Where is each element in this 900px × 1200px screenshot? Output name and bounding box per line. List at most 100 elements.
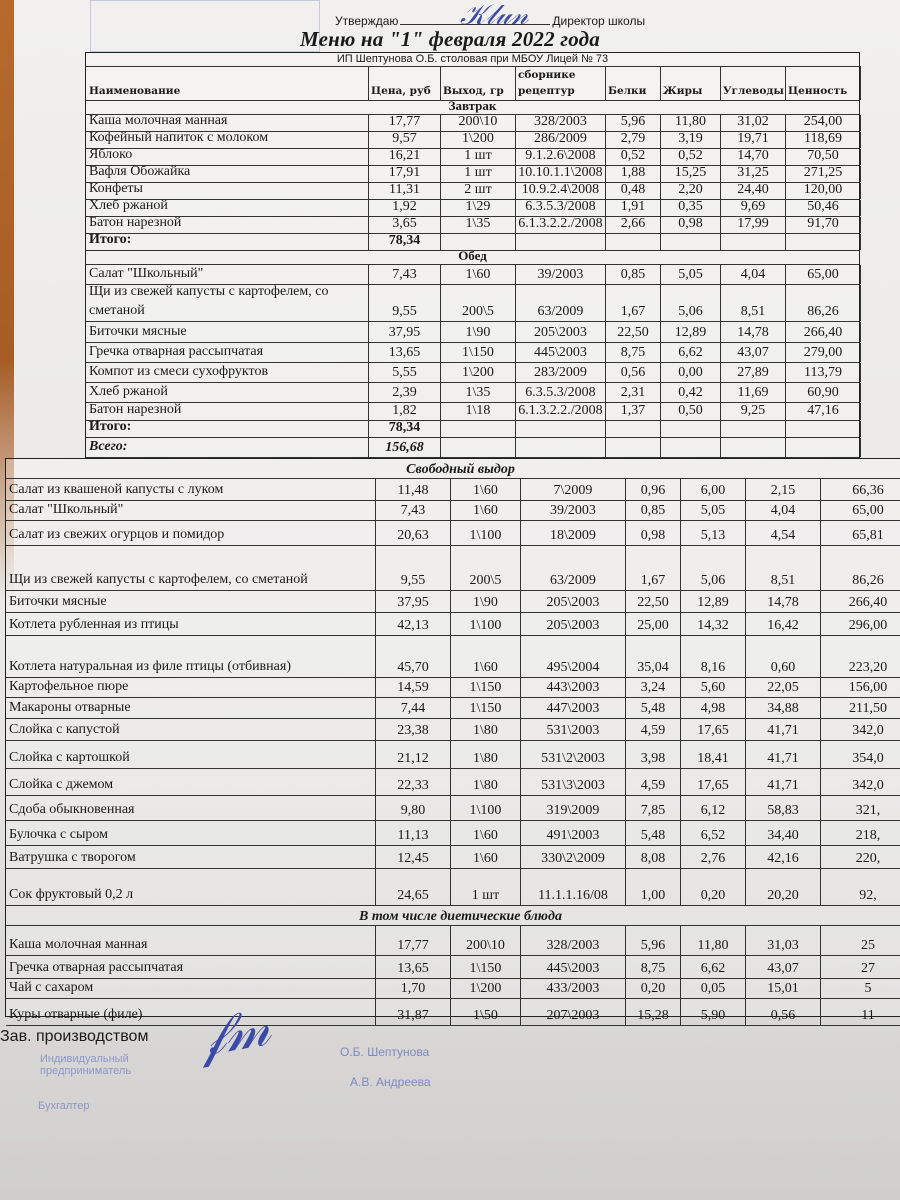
cell-2: 1\60 xyxy=(441,265,516,284)
cell-3: 531\2\2003 xyxy=(521,741,626,768)
cell-6 xyxy=(721,438,786,457)
cell-2: 1\80 xyxy=(451,741,521,768)
cell-4: 0,48 xyxy=(606,183,661,199)
cell-6: 0,56 xyxy=(746,999,821,1025)
table-row: Котлета натуральная из филе птицы (отбив… xyxy=(6,636,900,678)
cell-4: 2,66 xyxy=(606,217,661,233)
cell-4 xyxy=(606,234,661,250)
cell-2: 1\200 xyxy=(441,363,516,382)
cell-3: 63/2009 xyxy=(521,546,626,590)
cell-5: 14,32 xyxy=(681,613,746,635)
cell-7: 60,90 xyxy=(786,383,861,402)
section-header: Свободный выдор xyxy=(6,459,900,479)
item-name: Хлеб ржаной xyxy=(86,200,369,216)
cell-1: 3,65 xyxy=(369,217,441,233)
table-row: Биточки мясные 37,95 1\90 205\2003 22,50 12,8… xyxy=(86,322,861,343)
wooden-table-edge xyxy=(0,0,14,600)
cell-2: 1\35 xyxy=(441,383,516,402)
cell-4: 1,91 xyxy=(606,200,661,216)
cell-4: 5,96 xyxy=(626,926,681,955)
item-name: Слойка с джемом xyxy=(6,769,376,795)
cell-1: 7,44 xyxy=(376,698,451,718)
cell-3: 447\2003 xyxy=(521,698,626,718)
cell-5: 18,41 xyxy=(681,741,746,768)
cell-2: 2 шт xyxy=(441,183,516,199)
total-row: Итого: 78,34 xyxy=(86,234,861,251)
cell-6: 4,04 xyxy=(721,265,786,284)
cell-4: 1,88 xyxy=(606,166,661,182)
cell-4: 1,37 xyxy=(606,403,661,420)
cell-2: 1\200 xyxy=(451,979,521,998)
item-name: Гречка отварная рассыпчатая xyxy=(6,956,376,978)
item-name: Макароны отварные xyxy=(6,698,376,718)
item-name: Каша молочная манная xyxy=(6,926,376,955)
item-name: Конфеты xyxy=(86,183,369,199)
cell-5: 0,35 xyxy=(661,200,721,216)
cell-1: 1,92 xyxy=(369,200,441,216)
item-name: Котлета рубленная из птицы xyxy=(6,613,376,635)
cell-1: 7,43 xyxy=(376,501,451,520)
cell-7: 91,70 xyxy=(786,217,861,233)
cell-3: 6.3.5.3/2008 xyxy=(516,383,606,402)
table-row: Гречка отварная рассыпчатая 13,65 1\150 445… xyxy=(6,956,900,979)
table-row: Батон нарезной 1,82 1\18 6.1.3.2.2./2008 1,3… xyxy=(86,403,861,421)
cell-6: 41,71 xyxy=(746,719,821,740)
cell-5: 3,19 xyxy=(661,132,721,148)
cell-7: 86,26 xyxy=(821,546,900,590)
cell-5: 0,05 xyxy=(681,979,746,998)
cell-7: 65,00 xyxy=(821,501,900,520)
cell-5: 8,16 xyxy=(681,636,746,677)
cell-1: 9,55 xyxy=(376,546,451,590)
cell-7: 11 xyxy=(821,999,900,1025)
table-row: Кофейный напиток с молоком 9,57 1\200 286/2… xyxy=(86,132,861,149)
cell-1: 78,34 xyxy=(369,421,441,437)
cell-3: 445\2003 xyxy=(521,956,626,978)
cell-7: 120,00 xyxy=(786,183,861,199)
table-row: Батон нарезной 3,65 1\35 6.1.3.2.2./2008 2,6… xyxy=(86,217,861,234)
section-header: Обед xyxy=(86,248,859,265)
cell-5 xyxy=(661,421,721,437)
cell-1: 22,33 xyxy=(376,769,451,795)
item-name: Куры отварные (филе) xyxy=(6,999,376,1025)
cell-7: 65,00 xyxy=(786,265,861,284)
cell-2: 1\18 xyxy=(441,403,516,420)
table-row: Салат "Школьный" 7,43 1\60 39/2003 0,85 5,05 4… xyxy=(86,265,861,285)
cell-6: 43,07 xyxy=(721,343,786,362)
cell-1: 12,45 xyxy=(376,846,451,868)
cell-3: 283/2009 xyxy=(516,363,606,382)
item-name: Слойка с капустой xyxy=(6,719,376,740)
cell-1: 17,77 xyxy=(376,926,451,955)
cell-3: 18\2009 xyxy=(521,521,626,545)
cell-4 xyxy=(606,421,661,437)
cell-1: 16,21 xyxy=(369,149,441,165)
item-name: Ватрушка с творогом xyxy=(6,846,376,868)
cell-7: 27 xyxy=(821,956,900,978)
cell-6: 34,40 xyxy=(746,821,821,845)
cell-7: 92, xyxy=(821,869,900,905)
menu-table-extra: Свободный выдор Салат из квашеной капусты… xyxy=(5,458,900,1026)
cell-4: 22,50 xyxy=(626,591,681,612)
table-row: Каша молочная манная 17,77 200\10 328/2003 5… xyxy=(86,115,861,132)
cell-4: 0,20 xyxy=(626,979,681,998)
cell-1: 13,65 xyxy=(376,956,451,978)
cell-2: 1\100 xyxy=(451,796,521,820)
cell-7: 296,00 xyxy=(821,613,900,635)
table-row: Котлета рубленная из птицы 42,13 1\100 205\… xyxy=(6,613,900,636)
cell-7: 70,50 xyxy=(786,149,861,165)
cell-5: 2,76 xyxy=(681,846,746,868)
cell-5: 6,00 xyxy=(681,479,746,500)
cell-7 xyxy=(786,421,861,437)
signature: 𝒻𝓂 xyxy=(194,994,275,1069)
cell-1: 17,77 xyxy=(369,115,441,131)
cell-7 xyxy=(786,438,861,457)
cell-4: 4,59 xyxy=(626,719,681,740)
cell-5: 5,60 xyxy=(681,678,746,697)
item-name: Биточки мясные xyxy=(86,322,369,342)
cell-6: 43,07 xyxy=(746,956,821,978)
cell-3: 491\2003 xyxy=(521,821,626,845)
table-row: Конфеты 11,31 2 шт 10.9.2.4\2008 0,48 2,20 24,… xyxy=(86,183,861,200)
cell-1: Цена, руб xyxy=(369,66,441,100)
cell-2: Выход, гр xyxy=(441,66,516,100)
item-name: Вафля Обожайка xyxy=(86,166,369,182)
production-label: Зав. производством xyxy=(0,1028,149,1045)
